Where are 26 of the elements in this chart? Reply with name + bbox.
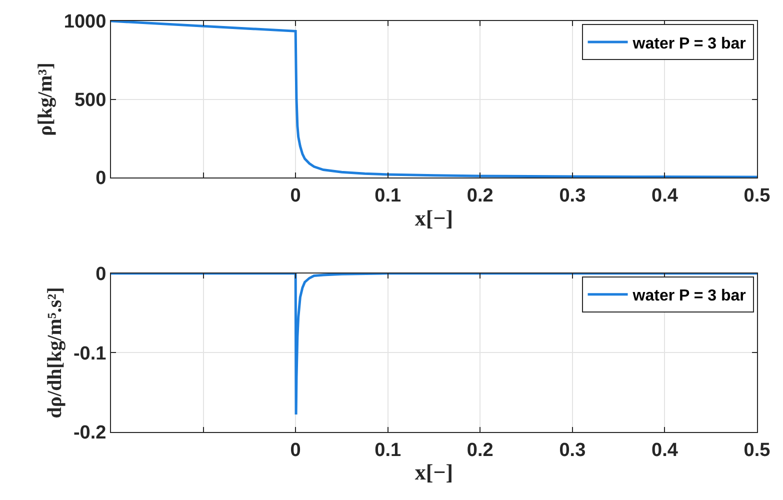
legend-label: water P = 3 bar	[632, 35, 746, 52]
x-tick-label: 0.1	[374, 440, 402, 461]
y-axis-title: dρ/dh[kg/m⁵.s²]	[44, 287, 66, 418]
y-tick-label: 0	[96, 168, 106, 190]
x-tick-label: 0.1	[374, 185, 402, 206]
x-tick-label: 0	[290, 440, 301, 461]
x-tick-label: 0.3	[559, 185, 586, 206]
x-axis-title: x[−]	[414, 460, 454, 485]
x-axis-title: x[−]	[414, 205, 454, 230]
y-tick-label: -0.2	[73, 422, 106, 444]
y-tick-label: 0	[96, 264, 106, 286]
x-tick-label: 0.4	[652, 185, 678, 206]
y-tick-label: 1000	[64, 12, 106, 33]
x-tick-label: 0.4	[652, 440, 678, 461]
y-tick-label: 500	[74, 90, 106, 111]
line-series	[111, 21, 757, 178]
x-tick-label: 0.3	[559, 440, 586, 461]
x-tick-label: 0.2	[466, 185, 494, 206]
y-axis-title: ρ[kg/m³]	[34, 62, 56, 136]
x-tick-label: 0.2	[466, 440, 494, 461]
line-series	[111, 273, 757, 416]
x-tick-label: 0.5	[744, 185, 771, 206]
y-tick-label: -0.1	[73, 343, 107, 364]
x-tick-label: 0	[290, 185, 301, 206]
x-tick-label: 0.5	[744, 440, 771, 461]
legend-label: water P = 3 bar	[632, 288, 746, 305]
